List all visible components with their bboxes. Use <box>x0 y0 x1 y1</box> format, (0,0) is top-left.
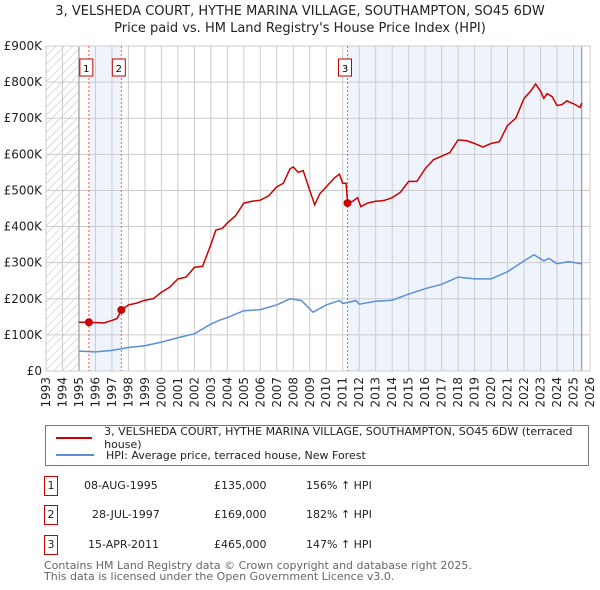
sale-date: 15-APR-2011 <box>88 538 160 551</box>
sale-point <box>343 199 352 208</box>
x-tick-label: 2011 <box>336 377 350 408</box>
x-tick-label: 2012 <box>352 377 366 408</box>
sale-marker-label: 1 <box>83 64 89 75</box>
x-tick-label: 2015 <box>402 377 416 408</box>
x-tick-label: 2022 <box>517 377 531 408</box>
hpi-line <box>78 253 582 353</box>
legend-label: 3, VELSHEDA COURT, HYTHE MARINA VILLAGE,… <box>104 425 573 451</box>
legend-swatch-red <box>56 437 93 439</box>
y-tick-label: £900K <box>4 39 44 53</box>
y-tick-label: £500K <box>4 183 44 197</box>
x-tick-label: 2014 <box>385 377 399 408</box>
x-tick-label: 2007 <box>270 377 284 408</box>
footer-licence: This data is licensed under the Open Gov… <box>44 570 395 583</box>
x-tick-label: 2005 <box>237 377 251 408</box>
sale-date: 28-JUL-1997 <box>92 508 160 521</box>
sale-marker-box <box>338 58 353 77</box>
x-tick-label: 2023 <box>534 377 548 408</box>
sale-marker-label: 2 <box>116 64 122 75</box>
sale-point <box>117 305 126 314</box>
legend-item-property: 3, VELSHEDA COURT, HYTHE MARINA VILLAGE,… <box>56 425 588 451</box>
x-tick-label: 2000 <box>154 377 168 408</box>
x-tick-label: 2002 <box>187 377 201 408</box>
x-tick-label: 1993 <box>39 377 53 408</box>
sale-date: 08-AUG-1995 <box>84 479 158 492</box>
x-tick-label: 1996 <box>88 377 102 408</box>
sale-marker-label: 3 <box>44 535 58 555</box>
sale-marker-box <box>111 58 126 77</box>
sale-marker-label: 3 <box>342 64 348 75</box>
x-tick-label: 2013 <box>369 377 383 408</box>
x-tick-label: 2019 <box>468 377 482 408</box>
y-tick-label: £400K <box>4 220 44 234</box>
sale-price: £135,000 <box>214 479 267 492</box>
x-tick-label: 2016 <box>418 377 432 408</box>
x-tick-label: 1997 <box>105 377 119 408</box>
x-tick-label: 2004 <box>220 377 234 408</box>
y-tick-label: £700K <box>4 111 44 125</box>
title-line1: 3, VELSHEDA COURT, HYTHE MARINA VILLAGE,… <box>55 4 545 19</box>
x-tick-label: 2009 <box>303 377 317 408</box>
sale-hpi: 156% ↑ HPI <box>306 479 372 492</box>
x-tick-label: 1999 <box>138 377 152 408</box>
sale-hpi: 182% ↑ HPI <box>306 508 372 521</box>
x-tick-label: 2020 <box>484 377 498 408</box>
sale-price: £169,000 <box>214 508 267 521</box>
legend-label: HPI: Average price, terraced house, New … <box>106 448 366 462</box>
x-tick-label: 2026 <box>583 377 597 408</box>
plot-border <box>45 45 591 372</box>
y-tick-label: £600K <box>4 147 44 161</box>
property-price-line <box>78 82 583 324</box>
sale-marker-label: 1 <box>44 476 58 496</box>
x-tick-label: 2010 <box>319 377 333 408</box>
title-line2: Price paid vs. HM Land Registry's House … <box>114 21 486 36</box>
sale-marker-label: 2 <box>44 505 58 525</box>
ownership-shading <box>88 46 122 371</box>
y-tick-label: £300K <box>4 256 44 270</box>
y-tick-label: £800K <box>4 75 44 89</box>
x-tick-label: 2017 <box>435 377 449 408</box>
sale-marker-box <box>79 58 94 77</box>
x-tick-label: 2021 <box>501 377 515 408</box>
x-tick-label: 1994 <box>55 377 69 408</box>
sale-point <box>84 318 93 327</box>
x-tick-label: 2025 <box>567 377 581 408</box>
footer-copyright: Contains HM Land Registry data © Crown c… <box>44 559 472 572</box>
ownership-shading <box>347 46 582 371</box>
x-tick-label: 2018 <box>451 377 465 408</box>
x-tick-label: 1995 <box>72 377 86 408</box>
x-tick-label: 2008 <box>286 377 300 408</box>
x-tick-label: 2024 <box>550 377 564 408</box>
x-tick-label: 2003 <box>204 377 218 408</box>
sale-hpi: 147% ↑ HPI <box>306 538 372 551</box>
y-tick-label: £100K <box>4 328 44 342</box>
sale-price: £465,000 <box>214 538 267 551</box>
legend-swatch-blue <box>56 454 94 456</box>
legend: 3, VELSHEDA COURT, HYTHE MARINA VILLAGE,… <box>45 425 589 466</box>
x-tick-label: 1998 <box>121 377 135 408</box>
legend-item-hpi: HPI: Average price, terraced house, New … <box>56 447 366 463</box>
y-tick-label: £0 <box>27 364 42 378</box>
x-tick-label: 2006 <box>253 377 267 408</box>
y-tick-label: £200K <box>4 292 44 306</box>
x-tick-label: 2001 <box>171 377 185 408</box>
price-chart: £0 £100K £200K £300K £400K £500K £600K £700K £80… <box>4 39 597 408</box>
